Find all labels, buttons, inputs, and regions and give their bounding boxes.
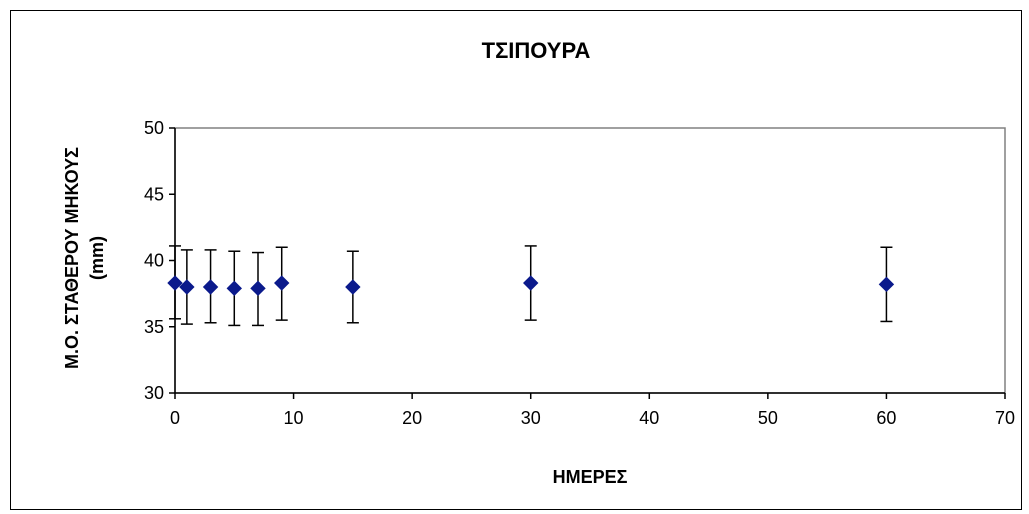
data-point-diamond bbox=[226, 280, 242, 297]
y-tick-label: 30 bbox=[144, 383, 164, 403]
x-tick-label: 0 bbox=[170, 408, 180, 428]
data-point-diamond bbox=[274, 275, 290, 291]
x-axis: 0 10 20 30 40 50 60 70 bbox=[170, 392, 1015, 428]
data-point-diamond bbox=[179, 279, 195, 295]
x-axis-title: ΗΜΕΡΕΣ bbox=[553, 467, 628, 487]
x-tick-label: 50 bbox=[758, 408, 778, 428]
y-axis-title-line1: Μ.Ο. ΣΤΑΘΕΡΟΥ ΜΗΚΟΥΣ bbox=[62, 147, 82, 369]
data-point-diamond bbox=[345, 279, 361, 295]
plot-area bbox=[174, 127, 1006, 394]
data-point-diamond bbox=[878, 276, 895, 293]
x-tick-label: 60 bbox=[876, 408, 896, 428]
y-tick-label: 45 bbox=[144, 184, 164, 204]
y-tick-label: 40 bbox=[144, 251, 164, 271]
data-point-diamond bbox=[523, 275, 539, 291]
y-tick-label: 50 bbox=[144, 118, 164, 138]
y-tick-label: 35 bbox=[144, 317, 164, 337]
x-tick-label: 20 bbox=[402, 408, 422, 428]
x-tick-label: 30 bbox=[521, 408, 541, 428]
data-series bbox=[167, 245, 895, 327]
x-tick-label: 40 bbox=[639, 408, 659, 428]
data-point-diamond bbox=[167, 275, 183, 291]
data-point-diamond bbox=[202, 279, 219, 295]
y-axis-title-line2: (mm) bbox=[87, 236, 107, 280]
chart-title: ΤΣΙΠΟΥΡΑ bbox=[482, 38, 591, 63]
x-tick-label: 70 bbox=[995, 408, 1015, 428]
x-tick-label: 10 bbox=[284, 408, 304, 428]
data-point-diamond bbox=[250, 280, 266, 297]
y-axis: 30 35 40 45 50 bbox=[144, 118, 176, 403]
